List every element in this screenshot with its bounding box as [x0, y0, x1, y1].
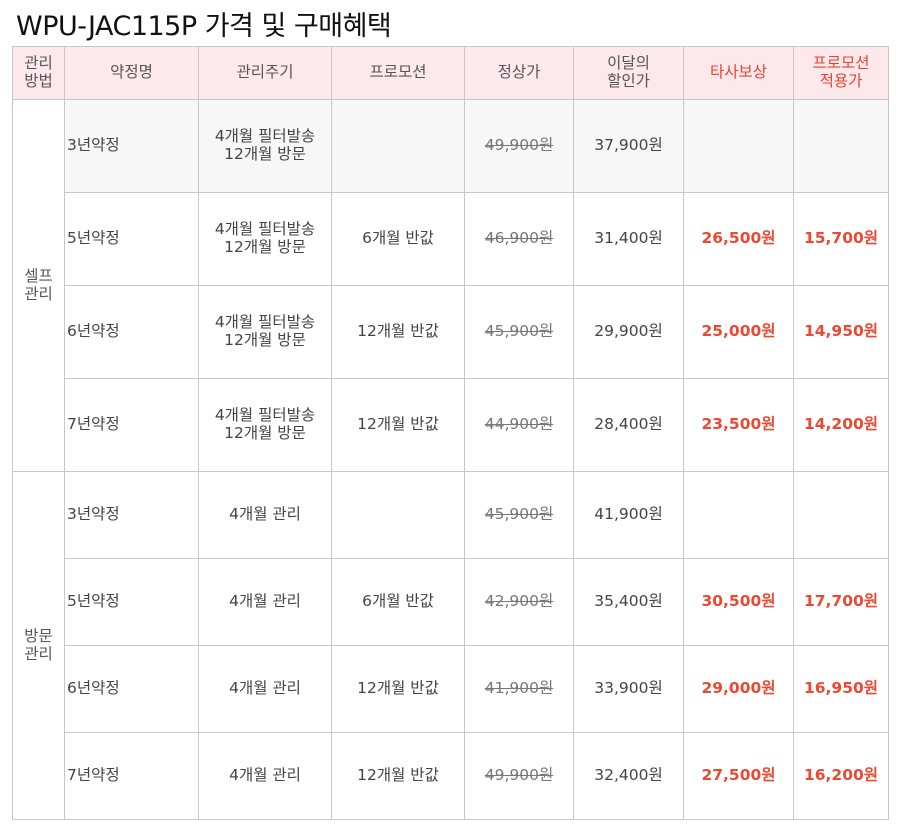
table-row: 셀프 관리 3년약정 4개월 필터발송 12개월 방문 49,900원 37,900… [12, 99, 889, 472]
plan-cell: 5년약정 [64, 558, 199, 646]
comp-price-cell [683, 99, 794, 193]
plan-cell: 3년약정 [64, 471, 199, 559]
discount-price-cell: 37,900원 [573, 99, 684, 193]
cycle-cell: 4개월 관리 [198, 558, 332, 646]
plan-cell: 5년약정 [64, 192, 199, 286]
promo-cell: 12개월 반값 [331, 645, 465, 733]
cycle-cell: 4개월 필터발송 12개월 방문 [198, 99, 332, 193]
header-cycle: 관리주기 [198, 46, 332, 100]
promo-cell [331, 471, 465, 559]
header-discount: 이달의 할인가 [573, 46, 684, 100]
plan-cell: 7년약정 [64, 732, 199, 820]
group-label-self: 셀프 관리 [12, 99, 65, 472]
price-table: 관리 방법 약정명 관리주기 프로모션 정상가 이달의 할인가 타사보상 프로모션 적… [12, 46, 889, 820]
promo-price-cell: 17,700원 [793, 558, 889, 646]
header-comp: 타사보상 [683, 46, 794, 100]
regular-price-cell: 49,900원 [464, 732, 574, 820]
cycle-cell: 4개월 필터발송 12개월 방문 [198, 378, 332, 472]
comp-price-cell: 29,000원 [683, 645, 794, 733]
promo-cell: 12개월 반값 [331, 732, 465, 820]
regular-price-cell: 45,900원 [464, 471, 574, 559]
table-row: 방문 관리 3년약정 4개월 관리 45,900원 41,900원 [12, 471, 889, 820]
regular-price-cell: 46,900원 [464, 192, 574, 286]
cycle-cell: 4개월 관리 [198, 471, 332, 559]
plan-cell: 6년약정 [64, 285, 199, 379]
comp-price-cell [683, 471, 794, 559]
plan-cell: 3년약정 [64, 99, 199, 193]
cycle-cell: 4개월 필터발송 12개월 방문 [198, 192, 332, 286]
promo-price-cell [793, 99, 889, 193]
regular-price-cell: 42,900원 [464, 558, 574, 646]
discount-price-cell: 29,900원 [573, 285, 684, 379]
regular-price-cell: 45,900원 [464, 285, 574, 379]
header-row: 관리 방법 약정명 관리주기 프로모션 정상가 이달의 할인가 타사보상 프로모션 적… [12, 46, 889, 100]
cycle-cell: 4개월 관리 [198, 645, 332, 733]
promo-cell: 6개월 반값 [331, 192, 465, 286]
promo-price-cell: 16,200원 [793, 732, 889, 820]
regular-price-cell: 49,900원 [464, 99, 574, 193]
comp-price-cell: 23,500원 [683, 378, 794, 472]
regular-price-cell: 41,900원 [464, 645, 574, 733]
table-row: 7년약정 4개월 필터발송 12개월 방문 12개월 반값 44,900원 28,… [13, 378, 889, 472]
promo-price-cell [793, 471, 889, 559]
promo-price-cell: 14,950원 [793, 285, 889, 379]
cycle-cell: 4개월 필터발송 12개월 방문 [198, 285, 332, 379]
comp-price-cell: 25,000원 [683, 285, 794, 379]
discount-price-cell: 41,900원 [573, 471, 684, 559]
header-plan: 약정명 [64, 46, 199, 100]
promo-price-cell: 16,950원 [793, 645, 889, 733]
promo-price-cell: 15,700원 [793, 192, 889, 286]
table-row: 6년약정 4개월 관리 12개월 반값 41,900원 33,900원 29,0… [13, 645, 889, 733]
promo-cell [331, 99, 465, 193]
comp-price-cell: 30,500원 [683, 558, 794, 646]
plan-cell: 6년약정 [64, 645, 199, 733]
page-title: WPU-JAC115P 가격 및 구매혜택 [16, 11, 392, 42]
plan-cell: 7년약정 [64, 378, 199, 472]
header-method: 관리 방법 [12, 46, 65, 100]
discount-price-cell: 31,400원 [573, 192, 684, 286]
table-row: 7년약정 4개월 관리 12개월 반값 49,900원 32,400원 27,5… [13, 732, 889, 820]
discount-price-cell: 32,400원 [573, 732, 684, 820]
table-row: 5년약정 4개월 관리 6개월 반값 42,900원 35,400원 30,50… [13, 558, 889, 646]
group-label-visit: 방문 관리 [12, 471, 65, 820]
promo-cell: 6개월 반값 [331, 558, 465, 646]
table-row: 6년약정 4개월 필터발송 12개월 방문 12개월 반값 45,900원 29,… [13, 285, 889, 379]
comp-price-cell: 26,500원 [683, 192, 794, 286]
comp-price-cell: 27,500원 [683, 732, 794, 820]
promo-cell: 12개월 반값 [331, 285, 465, 379]
discount-price-cell: 35,400원 [573, 558, 684, 646]
header-regular: 정상가 [464, 46, 574, 100]
regular-price-cell: 44,900원 [464, 378, 574, 472]
discount-price-cell: 28,400원 [573, 378, 684, 472]
promo-price-cell: 14,200원 [793, 378, 889, 472]
discount-price-cell: 33,900원 [573, 645, 684, 733]
promo-cell: 12개월 반값 [331, 378, 465, 472]
header-promo: 프로모션 [331, 46, 465, 100]
header-promo-price: 프로모션 적용가 [793, 46, 889, 100]
cycle-cell: 4개월 관리 [198, 732, 332, 820]
table-row: 5년약정 4개월 필터발송 12개월 방문 6개월 반값 46,900원 31,4… [13, 192, 889, 286]
